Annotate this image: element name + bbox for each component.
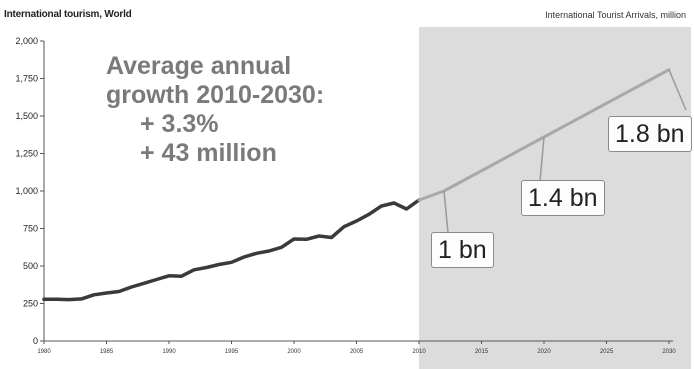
- y-tick-label: 1,000: [15, 186, 38, 196]
- callout-pointer: [668, 69, 687, 111]
- y-tick-label: 0: [33, 336, 38, 346]
- x-tick-label: 2025: [600, 349, 614, 355]
- callout-1-8-bn: 1.8 bn: [608, 116, 692, 152]
- growth-annotation: Average annual growth 2010-2030: + 3.3% …: [106, 52, 324, 168]
- growth-line-1: Average annual: [106, 52, 292, 80]
- chart-title-right: International Tourist Arrivals, million: [545, 10, 686, 20]
- x-tick-label: 1985: [100, 349, 114, 355]
- forecast-arrivals-line: [417, 68, 671, 202]
- callout-pointer: [443, 190, 449, 234]
- callout-1-4-bn: 1.4 bn: [521, 180, 605, 216]
- chart-title-left: International tourism, World: [4, 9, 132, 20]
- x-tick-label: 2030: [662, 349, 676, 355]
- x-tick-label: 2020: [537, 349, 551, 355]
- callout-pointer: [539, 136, 545, 182]
- x-tick-label: 1980: [37, 349, 51, 355]
- actual-arrivals-line: [42, 198, 421, 302]
- growth-line-4: + 43 million: [140, 139, 277, 167]
- y-tick-label: 250: [23, 299, 38, 309]
- x-tick-label: 2010: [412, 349, 426, 355]
- y-tick-label: 1,750: [15, 74, 38, 84]
- y-tick-label: 750: [23, 224, 38, 234]
- x-tick-label: 2005: [350, 349, 364, 355]
- growth-line-3: + 3.3%: [140, 110, 219, 138]
- x-tick-label: 2015: [475, 349, 489, 355]
- y-tick-label: 500: [23, 261, 38, 271]
- x-tick-label: 1990: [162, 349, 176, 355]
- x-tick-label: 2000: [287, 349, 301, 355]
- y-tick-label: 1,250: [15, 149, 38, 159]
- y-tick-label: 1,500: [15, 111, 38, 121]
- y-tick-label: 2,000: [15, 36, 38, 46]
- x-tick-label: 1995: [225, 349, 239, 355]
- callout-1-bn: 1 bn: [431, 232, 494, 268]
- growth-line-2: growth 2010-2030:: [106, 81, 325, 109]
